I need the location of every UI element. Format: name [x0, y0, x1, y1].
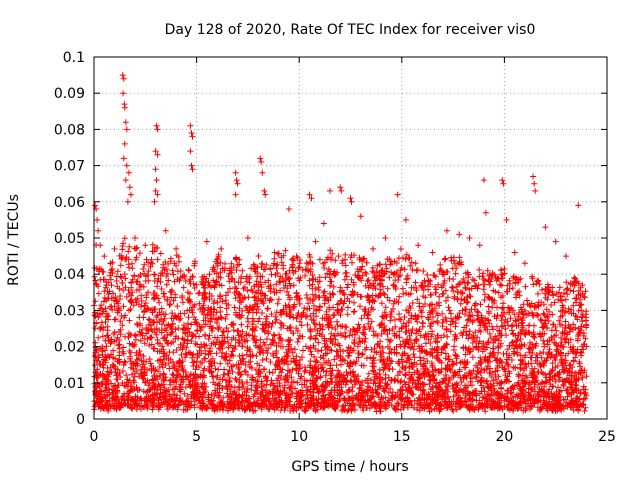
y-tick-label: 0	[76, 412, 85, 428]
y-tick-label: 0.06	[54, 195, 85, 211]
y-tick-label: 0.01	[54, 376, 85, 392]
y-tick-label: 0.05	[54, 231, 85, 247]
y-tick-label: 0.08	[54, 122, 85, 138]
x-tick-label: 20	[495, 429, 513, 445]
x-axis-ticks: 0 5 10 15 20 25	[90, 57, 616, 445]
chart-title: Day 128 of 2020, Rate Of TEC Index for r…	[165, 22, 536, 38]
y-tick-label: 0.07	[54, 159, 85, 175]
x-axis-label: GPS time / hours	[291, 459, 408, 475]
y-tick-label: 0.03	[54, 303, 85, 319]
y-tick-label: 0.1	[63, 50, 85, 66]
x-tick-label: 5	[192, 429, 201, 445]
x-tick-label: 25	[598, 429, 616, 445]
y-tick-label: 0.02	[54, 340, 85, 356]
scatter-markers	[91, 72, 590, 415]
x-tick-label: 0	[90, 429, 99, 445]
y-axis-ticks: 0 0.01 0.02 0.03 0.04 0.05 0.06 0.07 0.08 0.09 0.1	[54, 50, 607, 428]
data-points	[91, 72, 590, 415]
x-tick-label: 10	[290, 429, 308, 445]
y-axis-label: ROTI / TECUs	[6, 194, 22, 286]
y-tick-label: 0.09	[54, 86, 85, 102]
y-tick-label: 0.04	[54, 267, 85, 283]
x-tick-label: 15	[393, 429, 411, 445]
